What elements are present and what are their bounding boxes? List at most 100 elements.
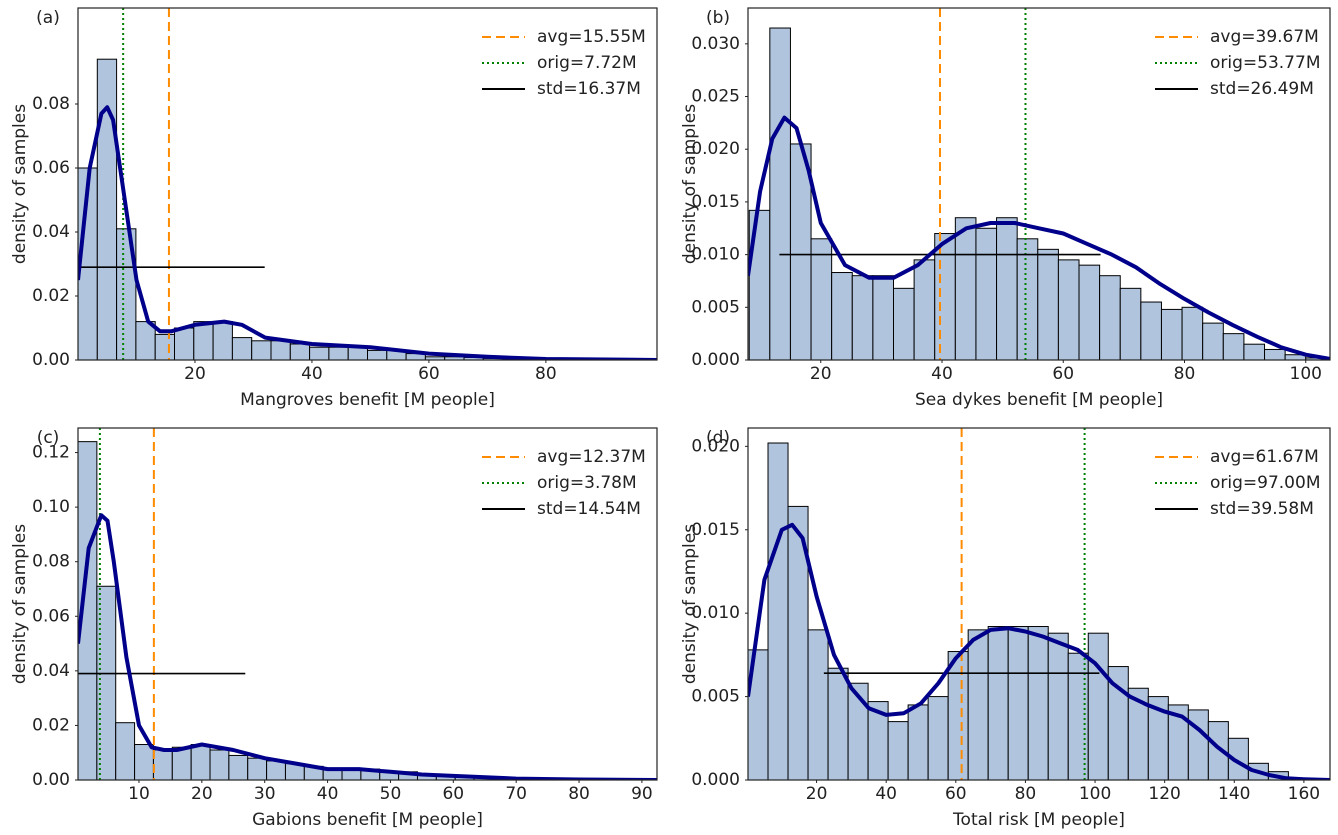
hist-bar (97, 59, 116, 360)
hist-bar (811, 239, 832, 360)
panel-label: (a) (36, 8, 60, 28)
hist-bar (1048, 633, 1068, 780)
y-tick-label: 0.08 (32, 552, 70, 572)
hist-bar (290, 344, 309, 360)
hist-bar (1161, 309, 1182, 360)
hist-bar (1223, 334, 1244, 360)
y-tick-label: 0.030 (691, 34, 740, 54)
x-tick-label: 20 (191, 784, 213, 804)
hist-bar (1182, 307, 1203, 360)
legend-label: std=14.54M (537, 499, 641, 519)
hist-bar (988, 627, 1008, 780)
hist-bar (348, 347, 367, 360)
x-tick-label: 40 (931, 364, 953, 384)
kde-line (78, 515, 657, 780)
hist-bar (172, 747, 191, 780)
y-axis-label: density of samples (10, 104, 30, 264)
x-tick-label: 80 (1174, 364, 1196, 384)
kde-line (78, 107, 657, 360)
x-tick-label: 60 (442, 784, 464, 804)
x-tick-label: 80 (535, 364, 557, 384)
hist-bar (310, 347, 329, 360)
hist-bar (914, 260, 935, 360)
hist-bar (213, 322, 232, 360)
hist-bar (153, 750, 172, 780)
panel-label: (b) (706, 8, 730, 28)
hist-bar (976, 228, 997, 360)
hist-bar (928, 697, 948, 780)
hist-bar (828, 668, 848, 780)
legend-label: orig=97.00M (1210, 473, 1320, 493)
legend-label: orig=7.72M (537, 53, 637, 73)
hist-bar (329, 347, 348, 360)
hist-bar (368, 350, 387, 360)
hist-bar (1079, 265, 1100, 360)
x-tick-label: 100 (1290, 364, 1322, 384)
y-tick-label: 0.000 (691, 350, 740, 370)
hist-bar (768, 443, 788, 780)
x-tick-label: 40 (317, 784, 339, 804)
y-tick-label: 0.00 (32, 350, 70, 370)
x-tick-label: 30 (254, 784, 276, 804)
hist-bar (1038, 249, 1059, 360)
y-tick-label: 0.06 (32, 606, 70, 626)
x-tick-label: 20 (806, 784, 828, 804)
legend-label: avg=61.67M (1210, 447, 1319, 467)
x-tick-label: 20 (810, 364, 832, 384)
x-axis-label: Sea dykes benefit [M people] (915, 390, 1163, 410)
x-axis-label: Total risk [M people] (952, 810, 1125, 830)
hist-bar (1203, 323, 1224, 360)
y-tick-label: 0.06 (32, 158, 70, 178)
x-tick-label: 60 (945, 784, 967, 804)
legend-label: avg=39.67M (1210, 27, 1319, 47)
hist-bar (955, 218, 976, 360)
hist-bar (210, 750, 229, 780)
hist-bar (852, 276, 873, 360)
y-tick-label: 0.005 (691, 297, 740, 317)
legend-label: avg=15.55M (537, 27, 646, 47)
legend-label: orig=3.78M (537, 473, 637, 493)
x-tick-label: 40 (875, 784, 897, 804)
hist-bar (248, 758, 267, 780)
legend-label: std=16.37M (537, 79, 641, 99)
x-tick-label: 60 (418, 364, 440, 384)
x-tick-label: 140 (1218, 784, 1250, 804)
hist-bar (1008, 627, 1028, 780)
hist-bar (908, 705, 928, 780)
hist-bar (155, 334, 174, 360)
y-axis-label: density of samples (10, 524, 30, 684)
hist-bar (116, 723, 135, 780)
hist-bar (252, 341, 271, 360)
y-tick-label: 0.00 (32, 770, 70, 790)
x-tick-label: 80 (568, 784, 590, 804)
hist-bar (997, 218, 1018, 360)
y-tick-label: 0.08 (32, 94, 70, 114)
x-tick-label: 120 (1148, 784, 1180, 804)
y-tick-label: 0.025 (691, 87, 740, 107)
hist-bar (808, 630, 828, 780)
hist-bar (873, 276, 894, 360)
hist-bar (888, 722, 908, 780)
x-tick-label: 70 (505, 784, 527, 804)
hist-bar (271, 341, 290, 360)
x-tick-label: 100 (1079, 784, 1111, 804)
hist-bar (175, 328, 194, 360)
hist-bar (935, 234, 956, 360)
x-tick-label: 40 (301, 364, 323, 384)
hist-bar (1244, 344, 1265, 360)
hist-bar (770, 28, 791, 360)
hist-bar (1141, 302, 1162, 360)
hist-bar (1100, 276, 1121, 360)
x-tick-label: 80 (1015, 784, 1037, 804)
hist-bar (1028, 627, 1048, 780)
x-axis-label: Mangroves benefit [M people] (240, 390, 495, 410)
legend-label: orig=53.77M (1210, 53, 1320, 73)
hist-bar (135, 745, 154, 780)
hist-bar (1120, 288, 1141, 360)
hist-bar (191, 745, 210, 780)
